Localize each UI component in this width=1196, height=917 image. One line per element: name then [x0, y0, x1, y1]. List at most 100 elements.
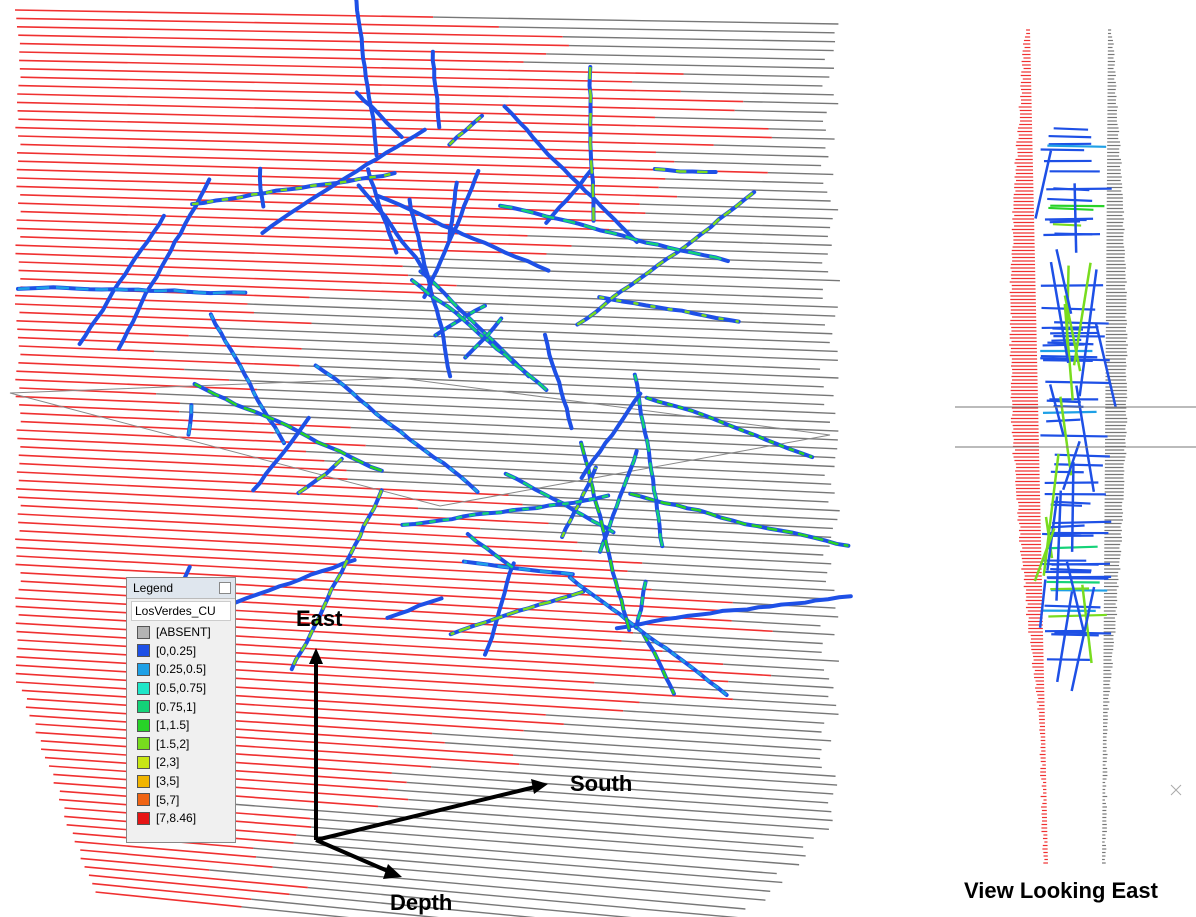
section-line [769, 129, 826, 130]
legend-swatch [137, 719, 150, 732]
section-line [652, 590, 833, 600]
section-line [735, 110, 827, 112]
legend-swatch [137, 793, 150, 806]
legend-label: [3,5] [156, 774, 179, 788]
section-line [15, 564, 732, 602]
side-hole [1047, 146, 1106, 147]
side-hole [1043, 412, 1097, 413]
section-line [19, 464, 347, 480]
section-line [633, 633, 823, 644]
section-line [773, 631, 835, 634]
viewer: East South Depth View Looking East Legen… [0, 0, 1196, 917]
section-line [723, 664, 824, 670]
section-line [15, 10, 433, 17]
section-line [768, 173, 833, 175]
side-hole [1076, 386, 1093, 492]
legend-label: [0.25,0.5] [156, 662, 206, 676]
drill-hole [433, 52, 440, 127]
section-line [15, 128, 713, 146]
section-line [403, 266, 840, 280]
side-hole [1049, 136, 1092, 137]
legend-label: [0.5,0.75] [156, 681, 206, 695]
legend-entry: [3,5] [127, 772, 235, 791]
drill-hole [354, 0, 376, 155]
section-line [528, 236, 832, 245]
section-line [15, 304, 254, 313]
legend-label: [5,7] [156, 793, 179, 807]
section-line [302, 349, 820, 369]
section-line [524, 62, 834, 68]
section-line [19, 312, 311, 323]
section-line [546, 254, 822, 263]
section-line [569, 46, 834, 51]
section-line [296, 835, 776, 874]
legend-window[interactable]: Legend LosVerdes_CU [ABSENT][0,0.25][0.2… [126, 577, 236, 843]
section-line [681, 91, 834, 94]
side-hole [1055, 455, 1110, 457]
legend-swatch [137, 756, 150, 769]
side-hole [1043, 234, 1100, 235]
section-line [546, 54, 825, 59]
section-line [18, 640, 729, 682]
axis-label: South [570, 771, 632, 796]
legend-swatch [137, 737, 150, 750]
legend-entry: [5,7] [127, 790, 235, 809]
section-line [36, 732, 520, 764]
axis-label: East [296, 606, 343, 631]
section-line [20, 531, 643, 563]
section-line [743, 102, 838, 104]
section-line [75, 842, 256, 857]
side-hole [1072, 462, 1073, 552]
section-line [80, 850, 272, 867]
section-line [19, 388, 156, 394]
section-line [609, 230, 828, 237]
side-hole [1053, 224, 1081, 225]
section-line [628, 571, 826, 581]
section-line [18, 522, 582, 551]
side-hole [1051, 634, 1099, 635]
side-hole [1056, 491, 1060, 601]
legend-entries: [ABSENT][0,0.25][0.25,0.5][0.5,0.75][0.7… [127, 623, 235, 828]
section-line [674, 162, 821, 166]
section-line [309, 297, 835, 316]
legend-swatch [137, 812, 150, 825]
legend-close[interactable] [219, 582, 231, 594]
side-hole [1041, 149, 1085, 150]
section-line [771, 676, 829, 679]
side-hole [1052, 522, 1111, 523]
side-hole [1047, 401, 1081, 403]
side-hole [1057, 591, 1072, 682]
section-line [17, 94, 734, 110]
section-line [22, 690, 564, 724]
legend-swatch [137, 626, 150, 639]
section-line [36, 724, 514, 755]
section-line [18, 86, 743, 102]
legend-label: [1,1.5] [156, 718, 189, 732]
section-line [16, 657, 732, 700]
section-line [665, 179, 823, 183]
section-line [180, 403, 838, 431]
legend-label: [2,3] [156, 755, 179, 769]
legend-swatch [137, 663, 150, 676]
section-line [19, 346, 154, 351]
section-line [19, 52, 523, 62]
section-line [17, 102, 655, 117]
close-icon[interactable] [1171, 785, 1181, 795]
legend-label: [0.75,1] [156, 700, 196, 714]
section-line [18, 35, 569, 45]
legend-label: [1.5,2] [156, 737, 189, 751]
section-line [18, 363, 184, 370]
section-line [16, 321, 221, 329]
side-hole [1075, 183, 1077, 252]
section-line [645, 213, 832, 219]
section-line [15, 296, 247, 304]
drill-hole [253, 418, 308, 490]
section-line [414, 258, 829, 272]
side-hole [1054, 128, 1088, 129]
section-line [16, 682, 546, 715]
caption: View Looking East [964, 878, 1159, 903]
section-line [418, 508, 833, 528]
drill-hole [260, 169, 263, 207]
section-line [732, 621, 821, 626]
legend-entry: [0.25,0.5] [127, 660, 235, 679]
